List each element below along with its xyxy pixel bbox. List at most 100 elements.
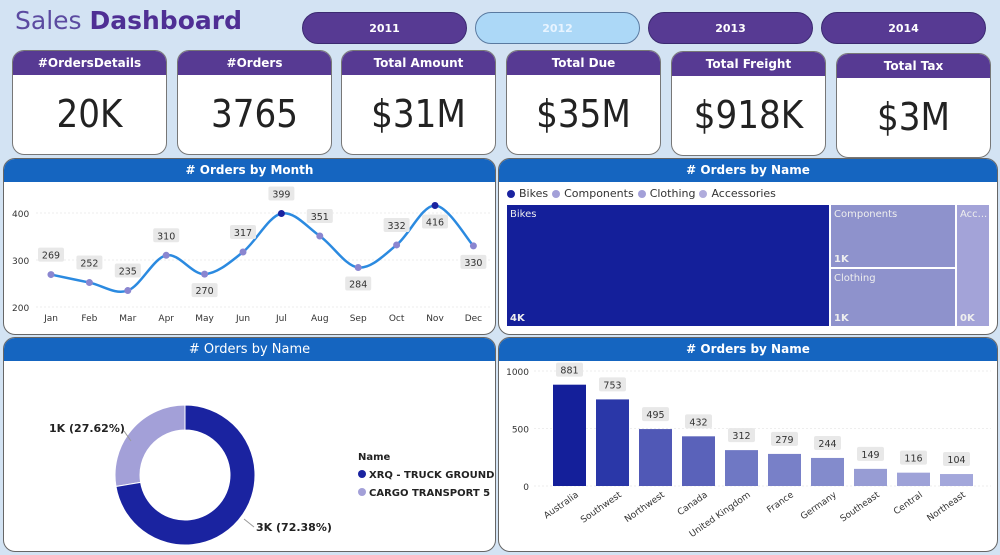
kpi-label: Total Freight (672, 52, 825, 76)
leader-line (243, 518, 255, 528)
legend-dot (552, 189, 561, 198)
x-tick-label: Central (892, 490, 925, 517)
legend-dot (699, 189, 708, 198)
data-label-bg (771, 431, 798, 446)
data-label: 317 (234, 228, 252, 239)
legend-item[interactable]: XRQ - TRUCK GROUND (369, 470, 494, 481)
data-label: 252 (80, 259, 98, 270)
legend-item[interactable]: Clothing (649, 187, 696, 200)
x-tick-label: Germany (799, 490, 839, 522)
tile-label: Components (834, 209, 898, 220)
data-label: 244 (818, 439, 836, 450)
series-line (50, 204, 475, 293)
kpi-label: Total Tax (837, 54, 990, 78)
kpi-card-total-tax: Total Tax $3M (836, 53, 991, 158)
data-point (277, 209, 285, 217)
data-label-bg (728, 428, 755, 443)
legend-item[interactable]: CARGO TRANSPORT 5 (369, 488, 490, 499)
leader-line (123, 430, 132, 442)
orders-by-category-panel: # Orders by Name Bikes Components Clothi… (498, 158, 998, 335)
kpi-value: $35M (536, 92, 631, 136)
data-label: 279 (775, 435, 793, 446)
data-point (354, 264, 362, 272)
donut-slice-cargo-transport (114, 404, 186, 488)
treemap-tile-accessories[interactable]: Acc... 0K (957, 205, 989, 326)
data-label-bg (383, 217, 410, 232)
data-label-bg (900, 450, 927, 465)
data-label-bg (642, 407, 669, 422)
data-label: 284 (349, 280, 367, 291)
year-button-2011[interactable]: 2011 (302, 12, 467, 44)
data-point (201, 270, 209, 278)
treemap-tile-bikes[interactable]: Bikes 4K (507, 205, 829, 326)
bar (811, 457, 844, 486)
data-label: 330 (464, 258, 482, 269)
kpi-card-total-freight: Total Freight $918K (671, 51, 826, 156)
data-label: 235 (119, 267, 137, 278)
data-label: 495 (646, 410, 664, 421)
data-label-bg (76, 255, 103, 270)
x-tick-label: Northwest (623, 490, 667, 525)
title-light: Sales (15, 6, 82, 35)
data-label: 116 (904, 454, 922, 465)
treemap-tile-components[interactable]: Components 1K (831, 205, 955, 267)
tile-value: 1K (834, 254, 849, 265)
kpi-value: $31M (371, 92, 466, 136)
legend-dot (637, 189, 646, 198)
kpi-card-orders-details: #OrdersDetails 20K (12, 50, 167, 155)
data-point (47, 271, 55, 279)
kpi-label: #Orders (178, 51, 331, 75)
kpi-value: $918K (693, 93, 804, 137)
data-label-bg (685, 414, 712, 429)
data-label-bg (599, 377, 626, 392)
data-label: 399 (272, 189, 290, 200)
data-label-bg (230, 225, 256, 240)
data-label-bg (460, 254, 487, 269)
year-button-2013[interactable]: 2013 (648, 12, 813, 44)
year-button-2014[interactable]: 2014 (821, 12, 986, 44)
tile-label: Acc... (960, 209, 988, 220)
data-label: 312 (732, 431, 750, 442)
treemap-tile-clothing[interactable]: Clothing 1K (831, 269, 955, 326)
x-tick-label: Southeast (839, 490, 882, 525)
kpi-value: $3M (877, 95, 950, 139)
legend-item[interactable]: Components (564, 187, 634, 200)
data-label-bg (422, 214, 448, 229)
legend-dot (358, 470, 366, 478)
x-tick-label: Canada (676, 490, 710, 518)
data-label-bg (268, 186, 295, 201)
orders-by-month-panel: # Orders by Month 200 300 400 269 Jan 252 Feb 2… (3, 158, 496, 335)
data-point (469, 242, 477, 250)
legend-item[interactable]: Accessories (711, 187, 776, 200)
bar-chart: 0 500 1000 881 Australia 753 Southwest 495 North… (506, 362, 991, 540)
panel-title: # Orders by Name (4, 338, 495, 361)
tile-value: 4K (510, 313, 525, 324)
kpi-card-total-due: Total Due $35M (506, 50, 661, 155)
data-label: 270 (196, 286, 214, 297)
data-label-bg (306, 209, 333, 224)
y-tick-label: 500 (512, 426, 529, 436)
page-title: Sales Dashboard (15, 6, 242, 35)
legend-item[interactable]: Bikes (519, 187, 549, 200)
tile-value: 1K (834, 313, 849, 324)
y-tick-label: 0 (523, 483, 529, 493)
data-label-bg (556, 362, 583, 377)
x-tick-label: Feb (81, 314, 97, 324)
y-tick-label: 1000 (506, 368, 529, 378)
data-label-bg (191, 283, 218, 298)
data-label: 269 (42, 251, 60, 262)
title-bold: Dashboard (89, 6, 242, 35)
year-button-2012[interactable]: 2012 (475, 12, 640, 44)
data-label-bg (153, 228, 180, 243)
data-label: 416 (426, 217, 444, 228)
tile-value: 0K (960, 313, 975, 324)
data-label: 432 (689, 417, 707, 428)
panel-title: # Orders by Name (499, 338, 997, 361)
x-tick-label: Jul (275, 314, 287, 324)
y-tick-label: 200 (12, 304, 29, 314)
x-tick-label: Aug (311, 314, 329, 324)
bar (639, 429, 672, 486)
y-tick-label: 400 (12, 210, 29, 220)
bar (682, 436, 715, 486)
data-point (124, 287, 132, 295)
